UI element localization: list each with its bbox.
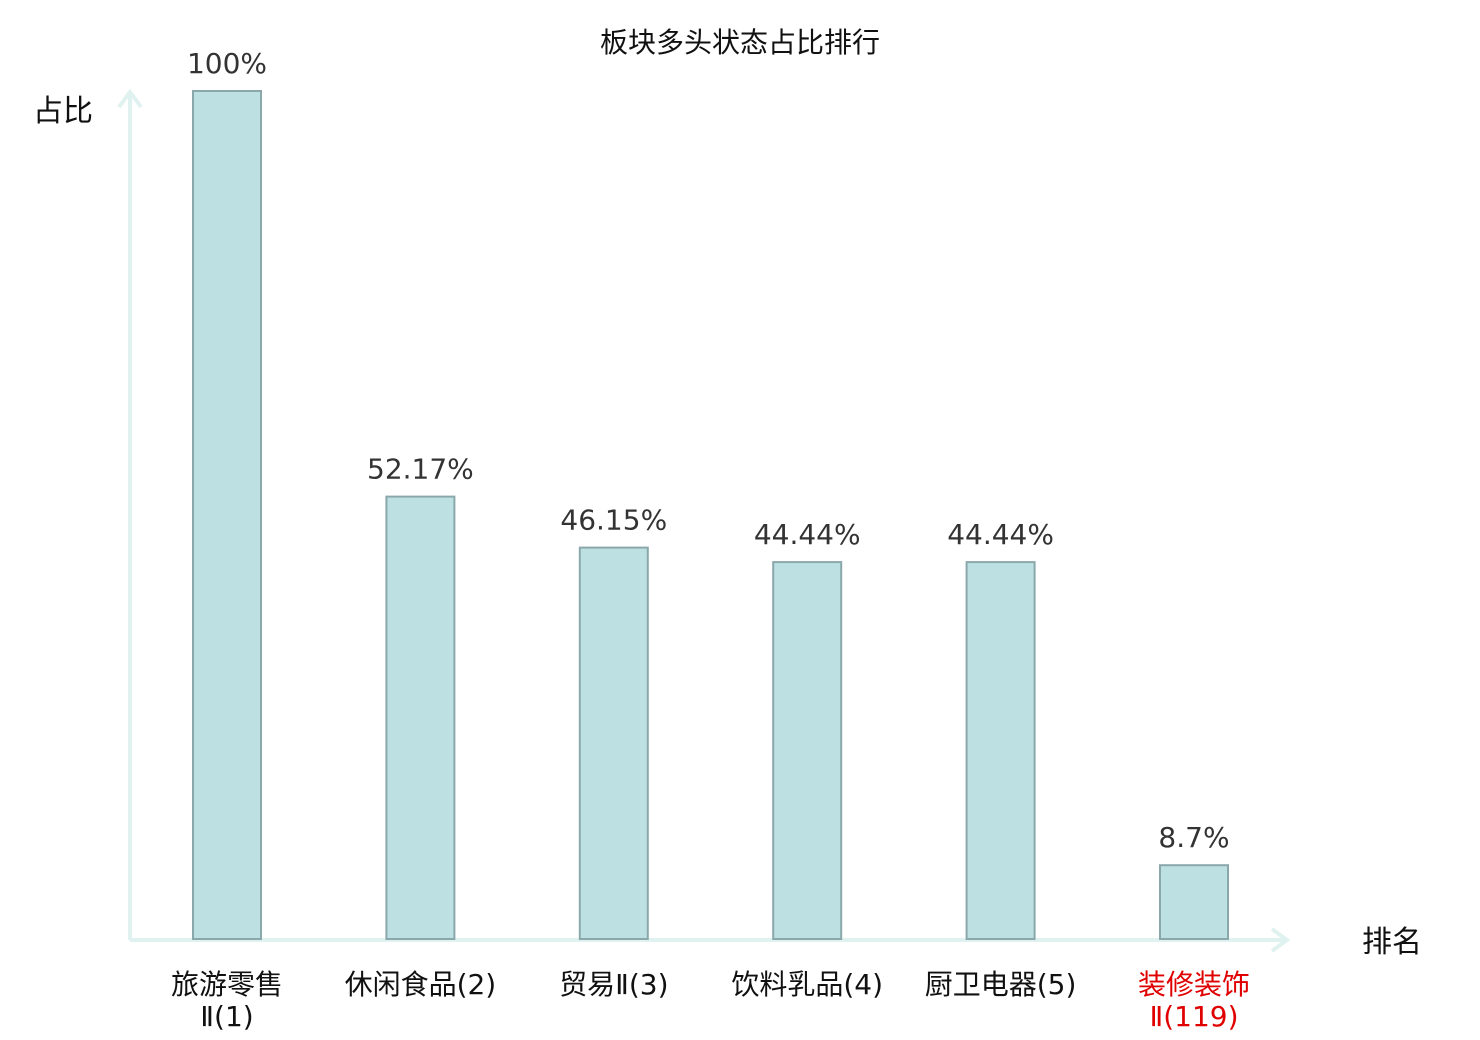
y-axis-label: 占比 [33, 94, 93, 129]
bar-value-label-5: 44.44% [947, 518, 1054, 551]
axes [117, 88, 1291, 953]
category-labels-group: 旅游零售 Ⅱ(1) 休闲食品(2) 贸易Ⅱ(3) 饮料乳品(4) 厨卫电器(5) 装修装饰 Ⅱ… [171, 968, 1250, 1033]
value-labels-group: 100% 52.17% 46.15% 44.44% 44.44% 8.7% [187, 47, 1230, 854]
bars-group [192, 90, 1229, 941]
bar-value-label-1: 100% [187, 47, 267, 80]
category-label-5: 厨卫电器(5) [925, 968, 1077, 1001]
category-label-3: 贸易Ⅱ(3) [559, 968, 668, 1001]
bar-2 [385, 495, 456, 940]
chart-title: 板块多头状态占比排行 [600, 26, 880, 59]
category-label-4: 饮料乳品(4) [731, 968, 883, 1001]
bar-4 [772, 561, 843, 940]
bar-value-label-4: 44.44% [754, 518, 861, 551]
category-label-2: 休闲食品(2) [345, 968, 497, 1001]
bar-3 [578, 546, 649, 940]
y-axis-arrow [117, 88, 143, 109]
bar-5 [965, 561, 1036, 940]
bar-value-label-2: 52.17% [367, 453, 474, 486]
bar-value-label-6: 8.7% [1158, 821, 1229, 854]
x-axis-arrow [1270, 927, 1291, 953]
category-label-6: 装修装饰 Ⅱ(119) [1138, 968, 1250, 1033]
x-axis-label: 排名 [1362, 925, 1422, 960]
bar-value-label-3: 46.15% [560, 504, 667, 537]
bar-6 [1159, 864, 1229, 941]
bar-1 [192, 90, 262, 940]
category-label-1: 旅游零售 Ⅱ(1) [171, 968, 283, 1033]
